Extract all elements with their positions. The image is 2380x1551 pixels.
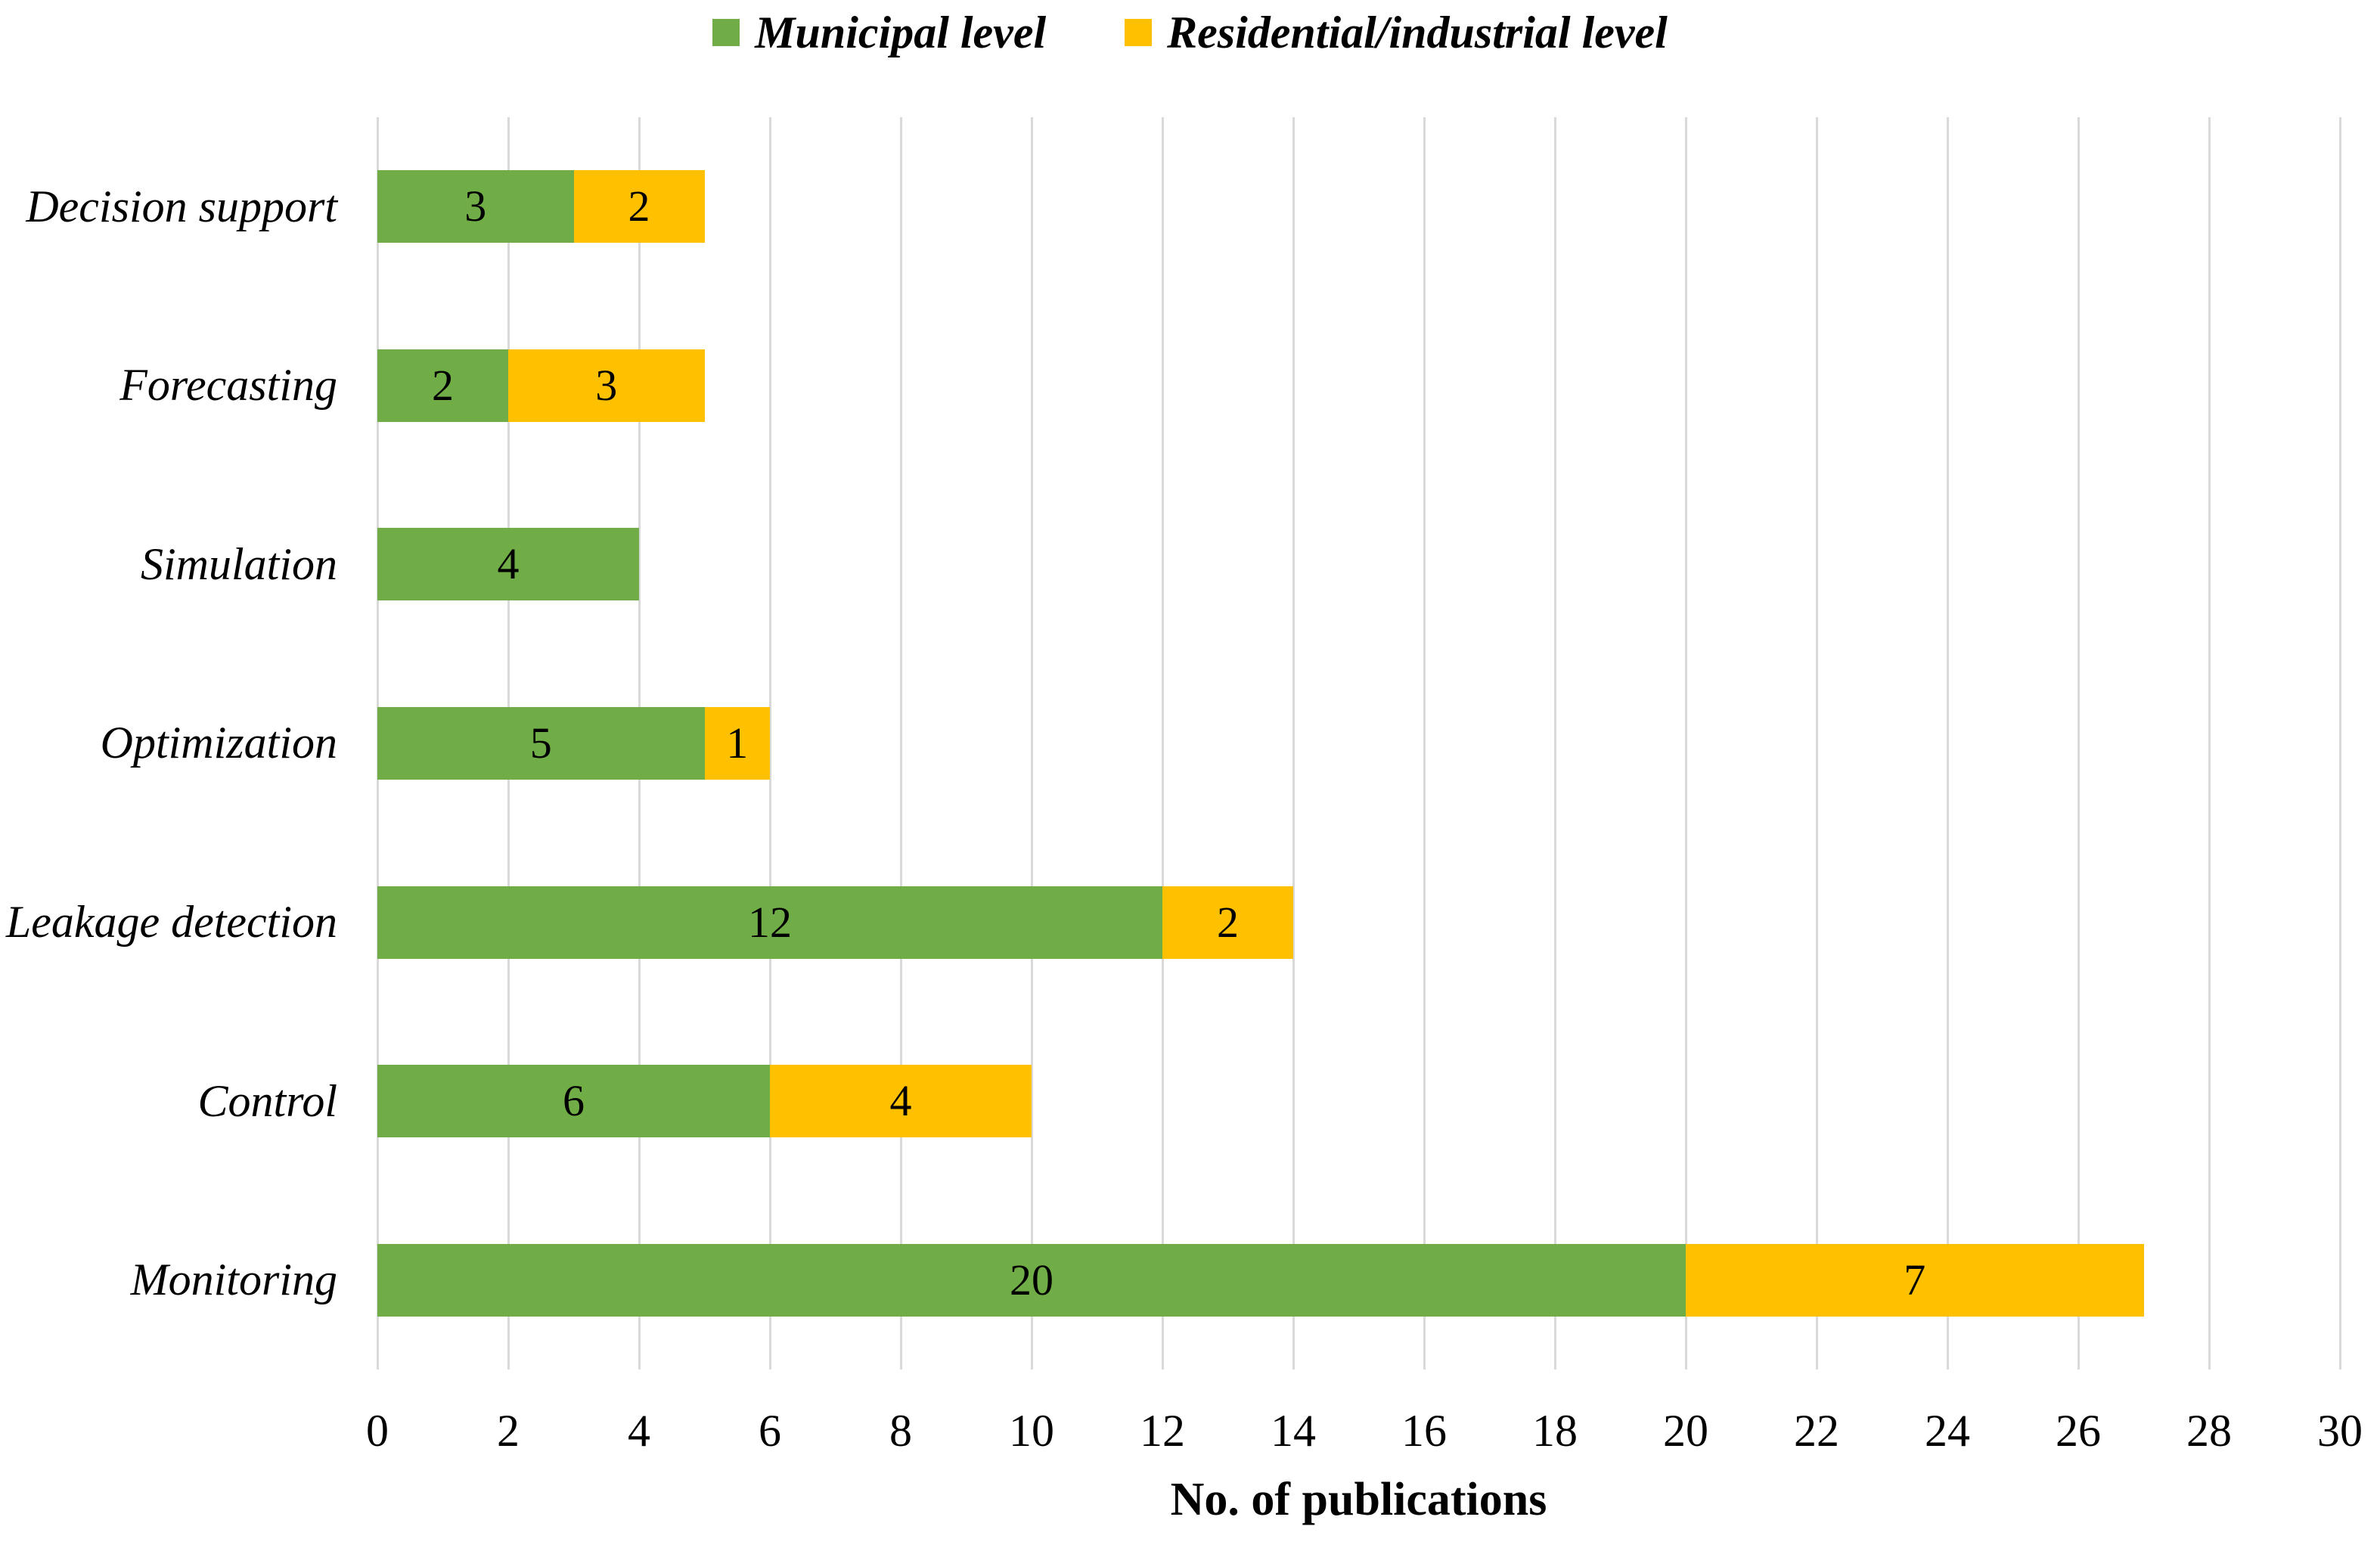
x-tick-label: 6 [759, 1406, 781, 1456]
x-tick-label: 8 [889, 1406, 912, 1456]
bar-segment: 2 [573, 170, 705, 244]
category-label: Decision support [26, 181, 337, 231]
x-tick-label: 30 [2317, 1406, 2363, 1456]
bar-value-label: 12 [748, 897, 792, 947]
category-label: Optimization [100, 718, 337, 768]
bar-segment: 3 [508, 349, 705, 422]
bar-segment: 1 [704, 707, 770, 780]
category-label: Forecasting [119, 360, 337, 411]
gridline [1815, 117, 1818, 1370]
gridline [1030, 117, 1033, 1370]
x-tick-label: 2 [497, 1406, 520, 1456]
bar-segment: 3 [377, 170, 574, 244]
plot-area: 3 2 2 3 4 5 1 12 2 6 4 20 7 [376, 117, 2341, 1370]
gridline [899, 117, 902, 1370]
bar-value-label: 4 [889, 1076, 912, 1126]
gridline [1161, 117, 1164, 1370]
bar-value-label: 2 [628, 181, 650, 231]
gridline [1423, 117, 1426, 1370]
gridline [2338, 117, 2341, 1370]
gridline [1684, 117, 1687, 1370]
legend-item-municipal: Municipal level [712, 8, 1046, 57]
gridline [2077, 117, 2080, 1370]
gridline [2208, 117, 2211, 1370]
bar-segment: 2 [377, 349, 508, 422]
bar-segment: 7 [1686, 1243, 2144, 1317]
bar-value-label: 20 [1010, 1255, 1053, 1304]
bar-segment: 5 [377, 707, 705, 780]
bar-value-label: 6 [563, 1076, 585, 1126]
legend-label-municipal: Municipal level [755, 8, 1047, 57]
legend-label-residential: Residential/industrial level [1167, 8, 1668, 57]
gridline [1946, 117, 1949, 1370]
bar-value-label: 4 [497, 539, 520, 589]
bar-value-label: 3 [464, 181, 487, 231]
bar-value-label: 2 [1217, 897, 1239, 947]
x-axis-title: No. of publications [1170, 1474, 1547, 1525]
x-tick-label: 20 [1663, 1406, 1708, 1456]
bar-value-label: 1 [726, 718, 749, 768]
bar-segment: 2 [1162, 886, 1293, 959]
x-tick-label: 16 [1401, 1406, 1447, 1456]
bar-segment: 12 [377, 886, 1162, 959]
x-tick-label: 26 [2056, 1406, 2101, 1456]
gridline [768, 117, 771, 1370]
bar-segment: 6 [377, 1065, 770, 1138]
chart-legend: Municipal level Residential/industrial l… [0, 8, 2380, 57]
bar-segment: 20 [377, 1243, 1686, 1317]
x-tick-label: 22 [1794, 1406, 1839, 1456]
x-tick-label: 10 [1009, 1406, 1054, 1456]
category-label: Leakage detection [5, 897, 337, 948]
gridline [1553, 117, 1556, 1370]
bar-segment: 4 [377, 528, 639, 601]
category-label: Control [197, 1075, 337, 1126]
bar-value-label: 5 [529, 718, 552, 768]
bar-segment: 4 [770, 1065, 1032, 1138]
legend-swatch-municipal-icon [712, 19, 740, 46]
bar-value-label: 3 [595, 360, 618, 410]
gridline [1292, 117, 1295, 1370]
x-tick-label: 0 [366, 1406, 389, 1456]
x-tick-label: 14 [1271, 1406, 1316, 1456]
category-label: Simulation [140, 538, 337, 589]
bar-value-label: 7 [1904, 1255, 1926, 1304]
bar-value-label: 2 [432, 360, 454, 410]
legend-item-residential: Residential/industrial level [1125, 8, 1668, 57]
legend-swatch-residential-icon [1125, 19, 1153, 46]
x-tick-label: 18 [1532, 1406, 1578, 1456]
x-tick-label: 24 [1925, 1406, 1970, 1456]
x-tick-label: 4 [628, 1406, 650, 1456]
x-tick-label: 12 [1140, 1406, 1185, 1456]
x-tick-label: 28 [2186, 1406, 2232, 1456]
category-label: Monitoring [130, 1255, 337, 1305]
